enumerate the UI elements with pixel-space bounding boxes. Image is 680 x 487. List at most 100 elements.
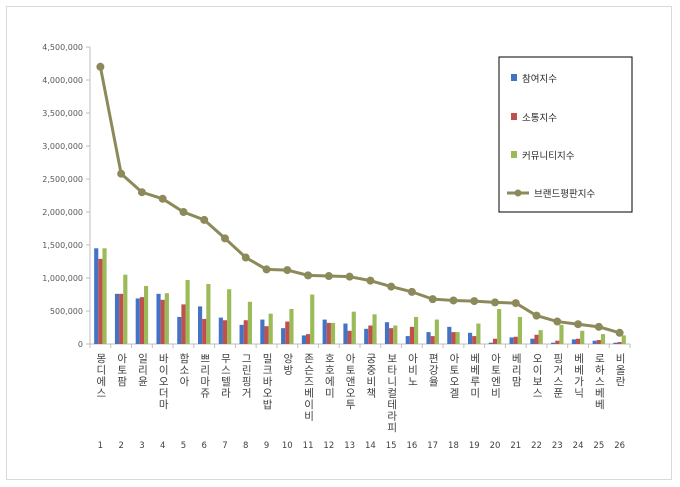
category-index: 5 <box>181 441 186 451</box>
bar-참여지수-22 <box>530 338 535 344</box>
bar-참여지수-20 <box>488 342 493 344</box>
bar-커뮤니티지수-8 <box>247 301 252 344</box>
category-index: 10 <box>282 441 293 451</box>
bar-소통지수-11 <box>306 334 311 344</box>
point-브랜드평판지수-23 <box>553 317 562 326</box>
point-브랜드평판지수-21 <box>511 299 520 308</box>
bar-커뮤니티지수-11 <box>310 294 315 344</box>
legend-label: 커뮤니티지수 <box>522 151 575 162</box>
y-tick-label: 3,500,000 <box>42 109 83 118</box>
bar-참여지수-1 <box>94 248 99 344</box>
point-브랜드평판지수-25 <box>594 322 603 331</box>
point-브랜드평판지수-18 <box>449 296 458 305</box>
bar-소통지수-8 <box>243 320 248 344</box>
bar-소통지수-20 <box>492 338 498 344</box>
category-index: 2 <box>118 441 123 451</box>
point-브랜드평판지수-5 <box>179 208 188 216</box>
category-index: 1 <box>98 441 103 451</box>
point-브랜드평판지수-22 <box>532 311 541 320</box>
point-브랜드평판지수-15 <box>387 282 396 291</box>
category-index: 6 <box>202 441 207 451</box>
bars <box>94 248 626 344</box>
bar-참여지수-25 <box>592 340 597 344</box>
y-tick-label: 4,000,000 <box>42 76 83 85</box>
category-index: 20 <box>490 441 501 451</box>
bar-소통지수-1 <box>98 258 103 344</box>
point-브랜드평판지수-10 <box>283 266 292 275</box>
point-브랜드평판지수-13 <box>345 272 354 281</box>
bar-참여지수-19 <box>468 332 473 344</box>
bar-참여지수-11 <box>301 335 306 344</box>
point-브랜드평판지수-7 <box>221 234 229 243</box>
category-index: 13 <box>344 441 355 451</box>
bar-참여지수-8 <box>239 324 244 344</box>
point-브랜드평판지수-16 <box>407 287 416 296</box>
bar-참여지수-7 <box>218 317 223 344</box>
bar-참여지수-6 <box>198 306 203 344</box>
bar-커뮤니티지수-5 <box>185 279 190 344</box>
point-브랜드평판지수-14 <box>366 276 375 285</box>
category-index: 9 <box>264 441 269 451</box>
bar-참여지수-12 <box>322 319 327 344</box>
bar-소통지수-18 <box>451 332 456 344</box>
bar-소통지수-25 <box>596 340 601 344</box>
bar-소통지수-17 <box>430 336 435 344</box>
y-tick-label: 1,000,000 <box>42 274 83 283</box>
bar-커뮤니티지수-21 <box>517 316 522 344</box>
category-index: 24 <box>573 441 584 451</box>
chart-frame: 0 500,000 1,000,000 1,500,000 2,000,000 2,500… <box>6 6 672 480</box>
bar-소통지수-24 <box>576 338 581 344</box>
category-index: 12 <box>323 441 334 451</box>
point-브랜드평판지수-6 <box>200 215 209 224</box>
y-tick-label: 2,500,000 <box>42 175 83 184</box>
category-index: 17 <box>427 441 438 451</box>
bar-소통지수-5 <box>181 304 186 344</box>
point-브랜드평판지수-3 <box>137 188 146 197</box>
bar-소통지수-6 <box>202 318 207 344</box>
bar-소통지수-13 <box>347 330 352 344</box>
bar-소통지수-15 <box>389 328 394 344</box>
point-브랜드평판지수-8 <box>241 253 250 262</box>
category-index: 18 <box>448 441 459 451</box>
bar-참여지수-15 <box>384 322 390 344</box>
category-index: 8 <box>243 441 248 451</box>
bar-소통지수-9 <box>264 326 269 344</box>
brand-reputation-chart: 0 500,000 1,000,000 1,500,000 2,000,000 2,500… <box>42 43 633 451</box>
legend-label: 브랜드평판지수 <box>534 189 595 200</box>
category-index: 7 <box>222 441 227 451</box>
bar-참여지수-16 <box>405 336 410 344</box>
point-브랜드평판지수-24 <box>574 320 583 329</box>
category-labels: 몽 디 에 스 1 아 토 팜 2 일 리 윤 3 바 이 오 더 마 4 함 소 아 5 쁘 리 마 쥬 6 무 스 텔 라 7 그 린 핑 거 8 밀 크… <box>97 352 626 451</box>
bar-커뮤니티지수-24 <box>580 330 585 344</box>
point-브랜드평판지수-1 <box>96 62 105 71</box>
bar-참여지수-5 <box>177 316 182 344</box>
point-브랜드평판지수-20 <box>491 298 499 307</box>
bar-참여지수-13 <box>343 323 348 344</box>
legend-label: 참여지수 <box>522 73 557 85</box>
bar-참여지수-14 <box>364 328 369 344</box>
bar-커뮤니티지수-20 <box>497 309 502 344</box>
bar-소통지수-10 <box>285 321 290 344</box>
bar-소통지수-4 <box>160 299 165 344</box>
bar-커뮤니티지수-18 <box>455 332 460 344</box>
bar-참여지수-3 <box>135 298 140 344</box>
bar-소통지수-26 <box>617 342 622 344</box>
bar-커뮤니티지수-22 <box>538 330 543 344</box>
bar-커뮤니티지수-19 <box>476 323 481 344</box>
bar-참여지수-24 <box>571 339 576 344</box>
